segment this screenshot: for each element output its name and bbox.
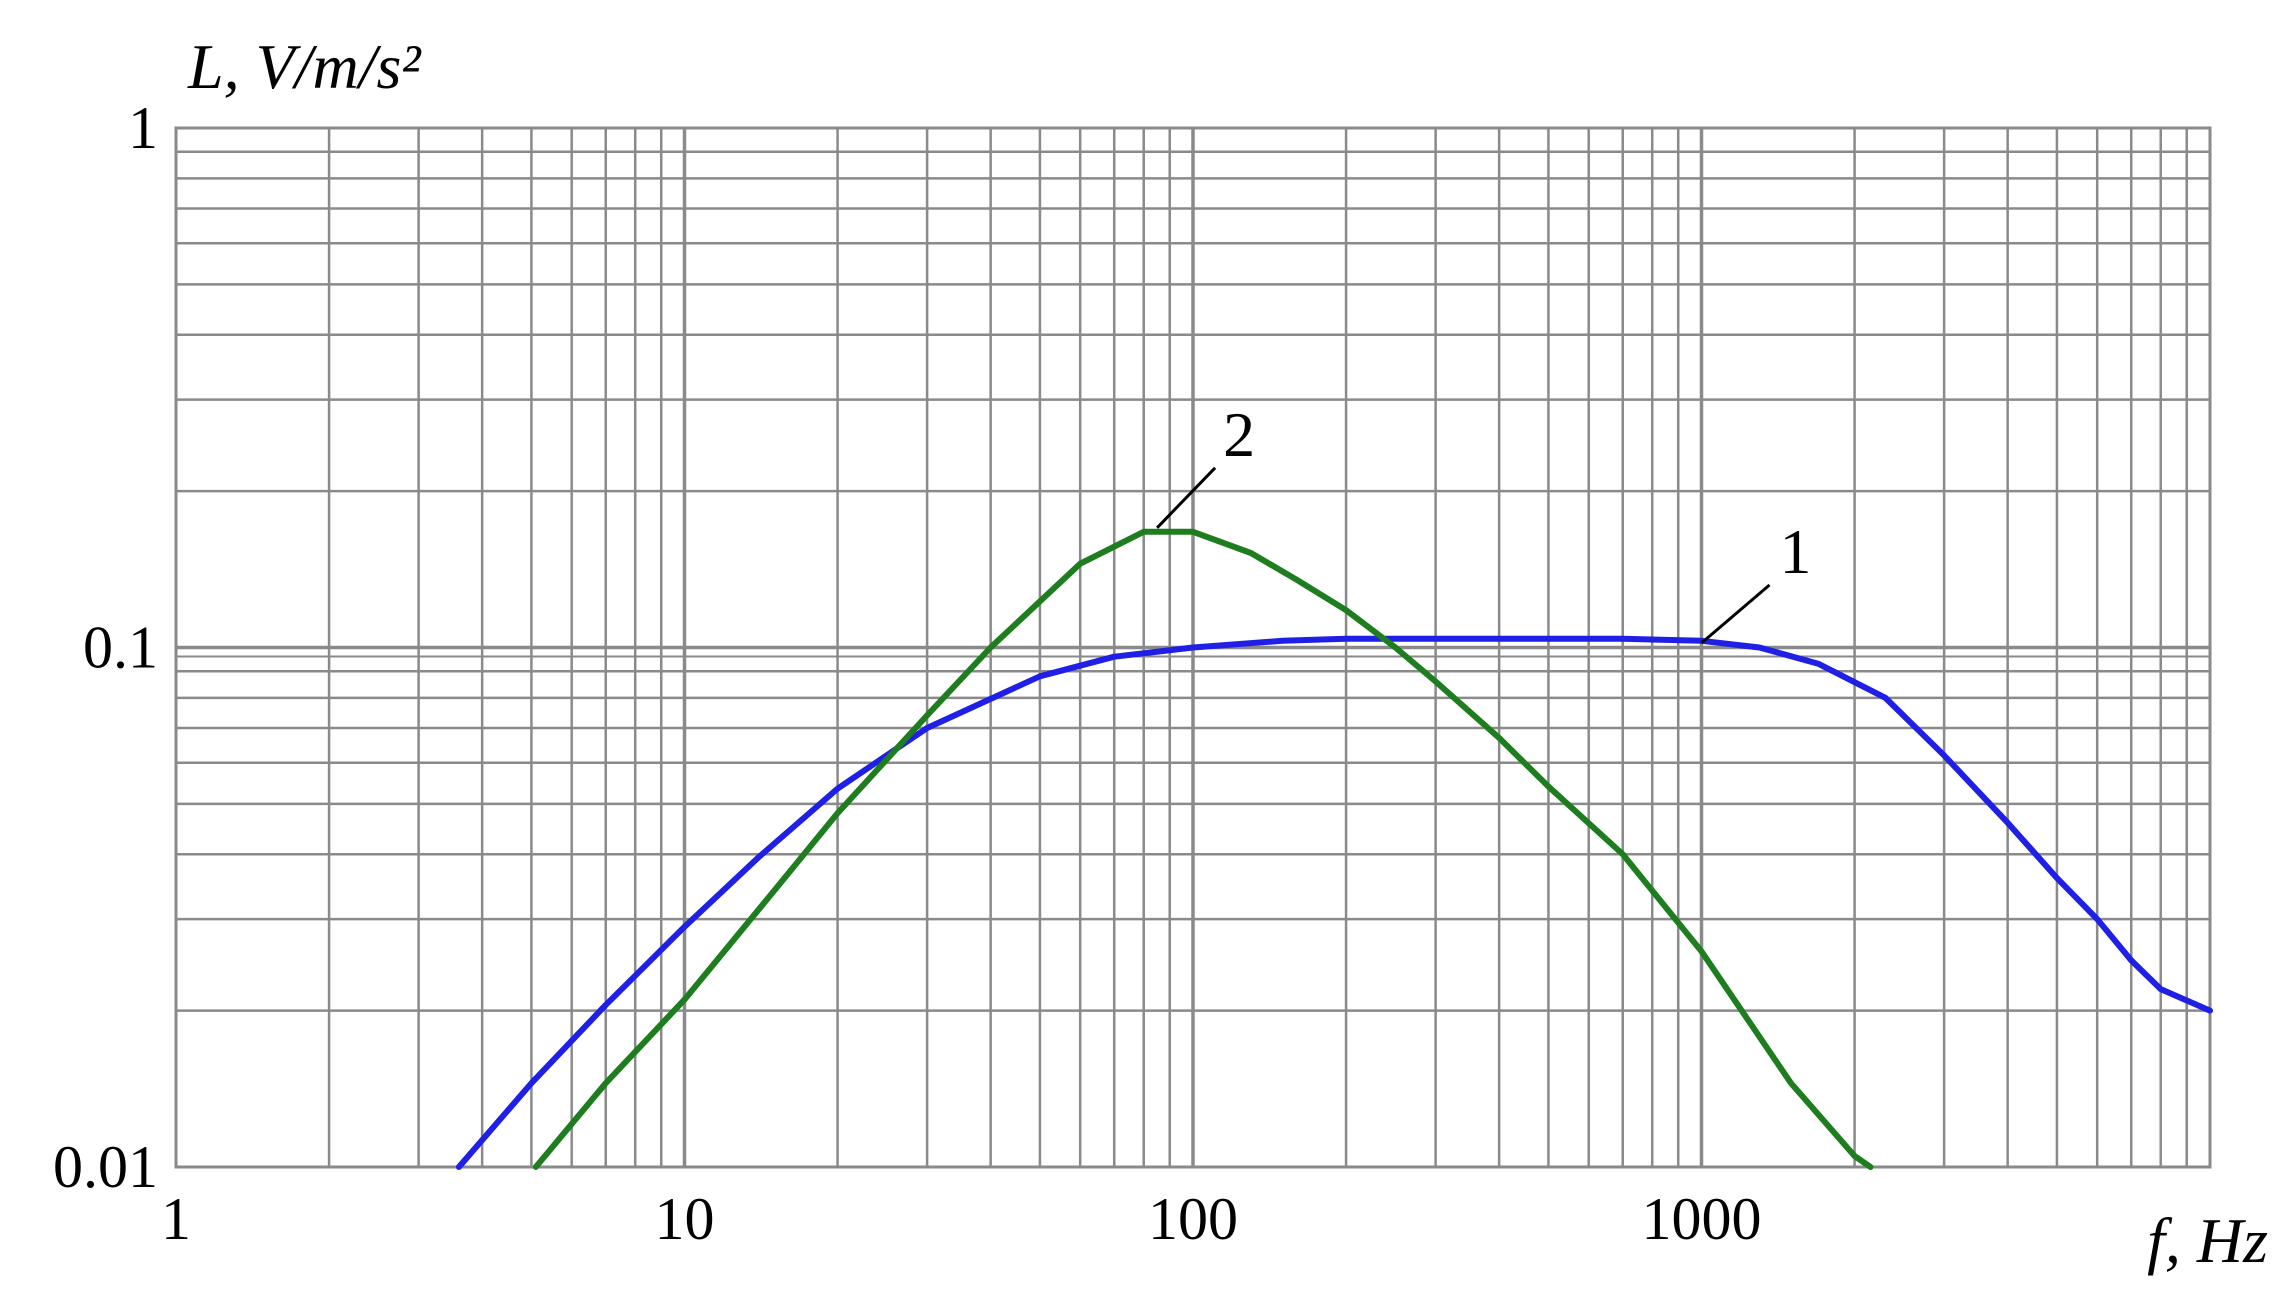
- series-2-leader: [1156, 466, 1217, 529]
- series-1-label: 1: [1780, 516, 1812, 587]
- series-layer: [455, 528, 2213, 1170]
- y-tick-label: 0.01: [53, 1134, 158, 1200]
- curve-labels: 12: [1156, 399, 1812, 645]
- tick-labels: 1 10 100 1000 0.01 0.1 1: [53, 95, 1762, 1252]
- x-tick-label: 1: [161, 1186, 191, 1252]
- series-2-label: 2: [1223, 399, 1255, 470]
- y-tick-label: 0.1: [83, 615, 158, 681]
- series-2-line: [532, 528, 1874, 1170]
- series-1-line: [455, 635, 2213, 1170]
- y-axis-title: L, V/m/s²: [187, 31, 422, 102]
- x-axis-title: f, Hz: [2147, 1205, 2268, 1276]
- series-1-leader: [1700, 583, 1771, 645]
- x-tick-label: 1000: [1642, 1186, 1762, 1252]
- y-tick-label: 1: [128, 95, 158, 161]
- x-tick-label: 100: [1148, 1186, 1238, 1252]
- x-tick-label: 10: [655, 1186, 715, 1252]
